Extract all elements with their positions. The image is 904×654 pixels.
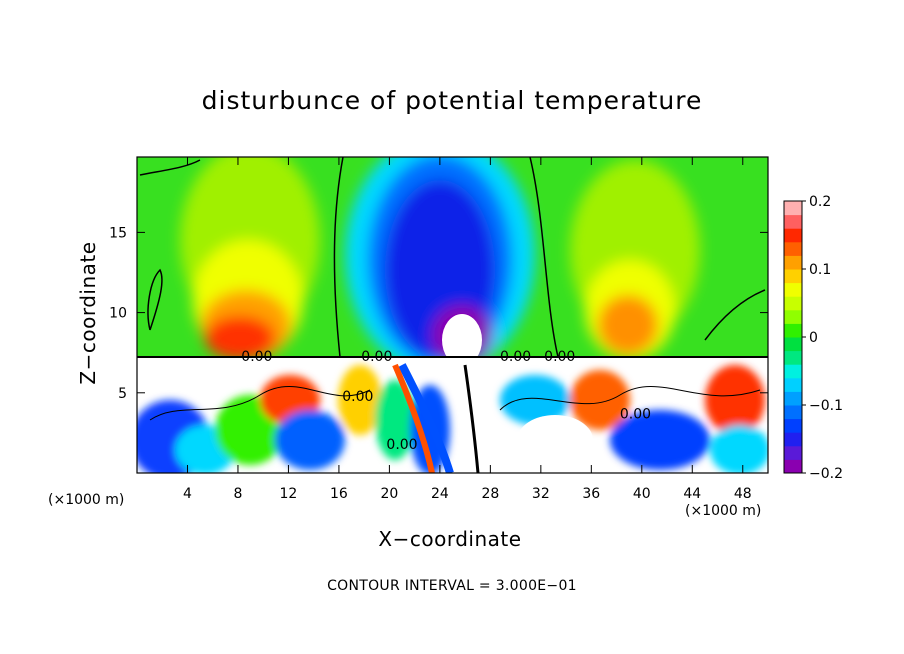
colorbar-tick-label: −0.1 — [809, 398, 843, 414]
contour-label: 0.00 — [386, 437, 417, 453]
colorbar-swatch — [784, 391, 802, 406]
colorbar-swatch — [784, 405, 802, 420]
left-warm-core-b — [205, 316, 275, 360]
colorbar-swatch — [784, 296, 802, 311]
x-tick-label: 12 — [280, 486, 298, 502]
x-tick-label: 36 — [582, 486, 600, 502]
x-tick-label: 24 — [431, 486, 449, 502]
colorbar-swatch — [784, 432, 802, 447]
contour-lower-1 — [149, 385, 371, 421]
x-tick-label: 28 — [481, 486, 499, 502]
contour-label: 0.00 — [500, 349, 531, 365]
white-region — [517, 415, 593, 465]
colorbar-swatch — [784, 214, 802, 229]
colorbar-swatch — [784, 269, 802, 284]
colorbar-tick-label: 0.1 — [809, 262, 831, 278]
colorbar-swatch — [784, 323, 802, 338]
plot-area — [137, 157, 768, 473]
colorbar-tick-label: 0.2 — [809, 194, 831, 210]
x-axis-label: X−coordinate — [378, 527, 522, 551]
colorbar-swatch — [784, 228, 802, 243]
blob-11 — [610, 410, 710, 470]
zero-contour-left — [333, 157, 344, 358]
zero-contour-right — [529, 157, 559, 358]
colorbar-swatch — [784, 337, 802, 352]
blob-10 — [570, 370, 630, 430]
colorbar: 0.2 0.1 0 −0.1 −0.2 — [783, 194, 843, 482]
colorbar-swatch — [784, 201, 802, 216]
blob-6 — [338, 365, 382, 435]
cold-core-white — [442, 314, 482, 366]
contour-lower-2 — [499, 386, 761, 411]
right-warm-core — [598, 295, 658, 355]
blob-9 — [500, 375, 570, 425]
contour-label: 0.00 — [544, 349, 575, 365]
colorbar-swatch — [784, 364, 802, 379]
x-unit-right: (×1000 m) — [685, 503, 762, 519]
contour-interval-note: CONTOUR INTERVAL = 3.000E−01 — [327, 578, 577, 594]
x-tick-label: 44 — [683, 486, 701, 502]
y-ticks: 5 10 15 — [109, 225, 768, 402]
x-tick-label: 48 — [734, 486, 752, 502]
zero-contour-top-left — [139, 159, 201, 176]
y-tick-label: 15 — [109, 225, 127, 241]
contour-label: 0.00 — [361, 349, 392, 365]
slanted-band-blue — [398, 363, 454, 473]
plot-frame — [136, 156, 769, 474]
contour-labels: 0.00 0.00 0.00 0.00 0.00 0.00 0.00 — [241, 349, 651, 453]
blob-7 — [375, 380, 415, 460]
colorbar-tick-label: −0.2 — [809, 466, 843, 482]
x-ticks: 4 8 12 16 20 24 28 32 36 40 44 48 — [183, 157, 752, 502]
x-tick-label: 4 — [183, 486, 192, 502]
blob-5 — [275, 410, 345, 470]
x-tick-label: 32 — [532, 486, 550, 502]
x-tick-label: 16 — [330, 486, 348, 502]
x-tick-label: 40 — [633, 486, 651, 502]
blob-13 — [710, 425, 768, 473]
colorbar-swatch — [784, 377, 802, 392]
x-tick-label: 8 — [233, 486, 242, 502]
colorbar-swatch — [784, 309, 802, 324]
chart-title: disturbunce of potential temperature — [201, 86, 703, 115]
zero-contour-loop-left — [147, 268, 163, 331]
x-unit-left: (×1000 m) — [48, 492, 125, 508]
zero-contour-right-edge — [704, 289, 766, 341]
slanted-band-red — [392, 363, 435, 473]
x-tick-label: 20 — [380, 486, 398, 502]
colorbar-swatch — [784, 241, 802, 256]
contour-label: 0.00 — [342, 389, 373, 405]
colorbar-swatch — [784, 445, 802, 460]
colorbar-swatch — [784, 255, 802, 270]
y-tick-label: 10 — [109, 306, 127, 322]
y-tick-label: 5 — [118, 386, 127, 402]
colorbar-swatch — [784, 459, 802, 474]
blob-12 — [705, 365, 765, 435]
y-axis-label: Z−coordinate — [76, 241, 100, 385]
colorbar-swatch — [784, 350, 802, 365]
colorbar-swatch — [784, 418, 802, 433]
colorbar-swatch — [784, 282, 802, 297]
contour-label: 0.00 — [241, 349, 272, 365]
vertical-contour — [463, 364, 480, 473]
colorbar-tick-label: 0 — [809, 330, 818, 346]
contour-label: 0.00 — [620, 407, 651, 423]
